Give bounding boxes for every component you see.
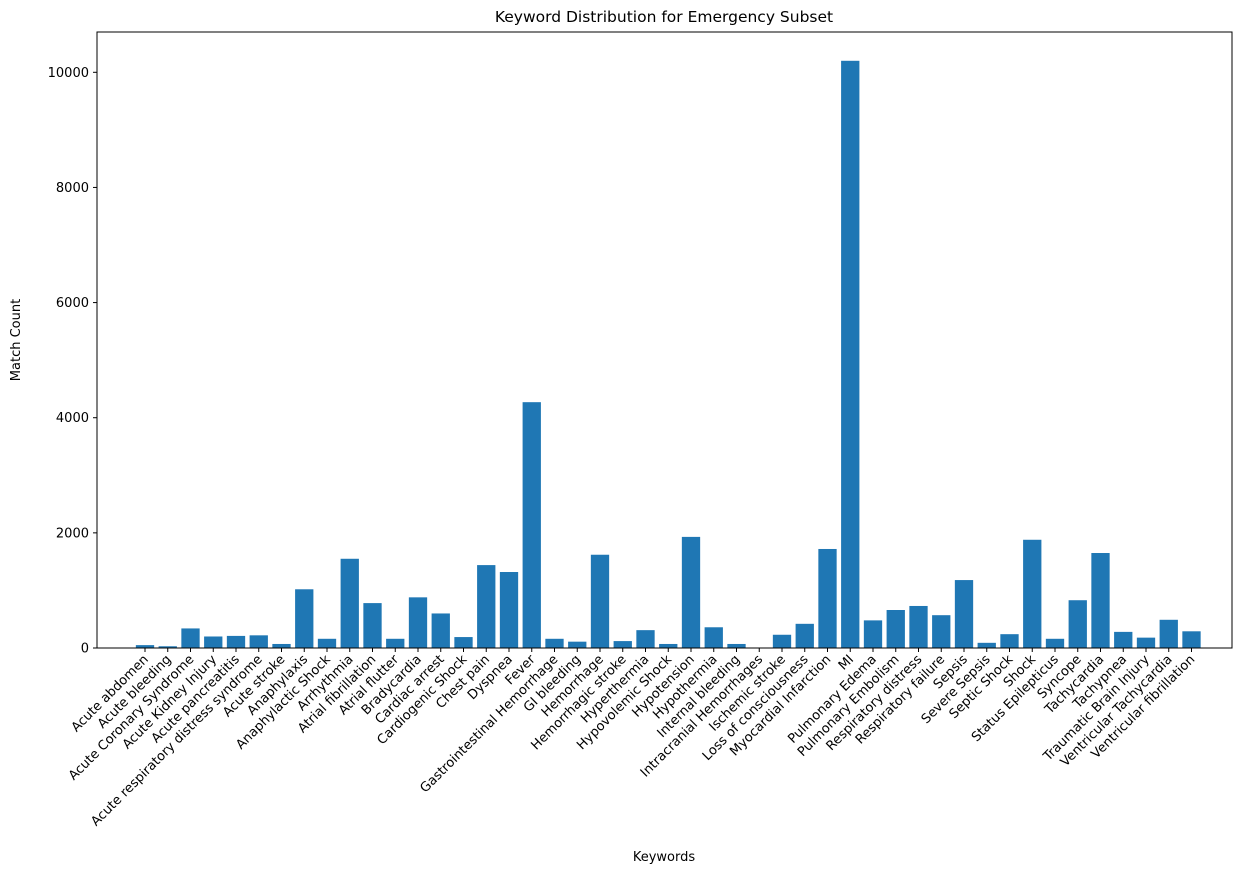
bar-pulmonary-embolism <box>886 610 905 648</box>
y-axis: 0 2000 4000 6000 8000 10000 <box>48 66 97 657</box>
bar-acute-stroke <box>272 643 291 648</box>
bar-status-epilepticus <box>1045 638 1065 648</box>
bar-ischemic-stroke <box>772 634 792 648</box>
bar-atrial-flutter <box>386 638 405 648</box>
bar-internal-bleeding <box>727 643 746 648</box>
bar-gastrointestinal-hemorrhage <box>545 638 564 648</box>
bar-dyspnea <box>499 572 519 648</box>
bar-hypovolemic-shock <box>659 643 678 648</box>
bar-acute-abdomen <box>135 645 155 648</box>
bar-sepsis <box>954 580 974 648</box>
y-tick-label: 4000 <box>56 411 89 426</box>
bar-loss-of-consciousness <box>795 623 814 648</box>
bar-tachycardia <box>1091 553 1110 648</box>
y-tick-label: 0 <box>81 642 89 657</box>
y-tick-label: 10000 <box>48 66 89 81</box>
bar-pulmonary-edema <box>863 620 883 648</box>
bar-acute-kidney-injury <box>204 636 223 648</box>
bar-myocardial-infarction <box>818 548 837 648</box>
x-axis-label: Keywords <box>633 850 696 865</box>
bar-shock <box>1023 539 1042 648</box>
bar-respiratory-distress <box>909 605 928 648</box>
bar-acute-pancreatitis <box>226 635 246 648</box>
bar-acute-bleeding <box>158 646 177 648</box>
bar-hyperthermia <box>636 630 655 648</box>
y-tick-label: 2000 <box>56 526 89 541</box>
chart-title: Keyword Distribution for Emergency Subse… <box>495 8 833 26</box>
bar-septic-shock <box>1000 634 1019 648</box>
bar-severe-sepsis <box>977 642 996 648</box>
bar-hypothermia <box>704 627 723 648</box>
bar-tachypnea <box>1114 631 1133 648</box>
plot-frame <box>96 31 1233 649</box>
bars-group <box>135 60 1201 649</box>
bar-ventricular-tachycardia <box>1159 619 1178 648</box>
bar-gi-bleeding <box>568 641 587 648</box>
bar-cardiogenic-shock <box>454 637 473 648</box>
bar-acute-respiratory-distress-syndrome <box>249 635 268 648</box>
bar-chest-pain <box>477 565 496 648</box>
bar-traumatic-brain-injury <box>1136 637 1156 648</box>
bar-mi <box>841 60 860 649</box>
bar-anaphylaxis <box>295 589 314 648</box>
bar-hemorrhagic-stroke <box>613 641 632 648</box>
bar-fever <box>522 402 541 648</box>
y-tick-label: 6000 <box>56 296 89 311</box>
bar-cardiac-arrest <box>431 613 450 648</box>
bar-arrhythmia <box>340 558 359 648</box>
bar-atrial-fibrillation <box>363 603 382 648</box>
y-axis-label: Match Count <box>9 299 24 381</box>
bar-hemorrhage <box>590 554 610 648</box>
bar-anaphylactic-shock <box>317 638 337 648</box>
bar-acute-coronary-syndrome <box>181 628 200 648</box>
y-tick-label: 8000 <box>56 181 89 196</box>
bar-syncope <box>1068 600 1087 648</box>
bar-ventricular-fibrillation <box>1182 631 1201 648</box>
bar-bradycardia <box>408 597 428 648</box>
bar-respiratory-failure <box>932 615 951 648</box>
bar-hypotension <box>681 536 701 648</box>
